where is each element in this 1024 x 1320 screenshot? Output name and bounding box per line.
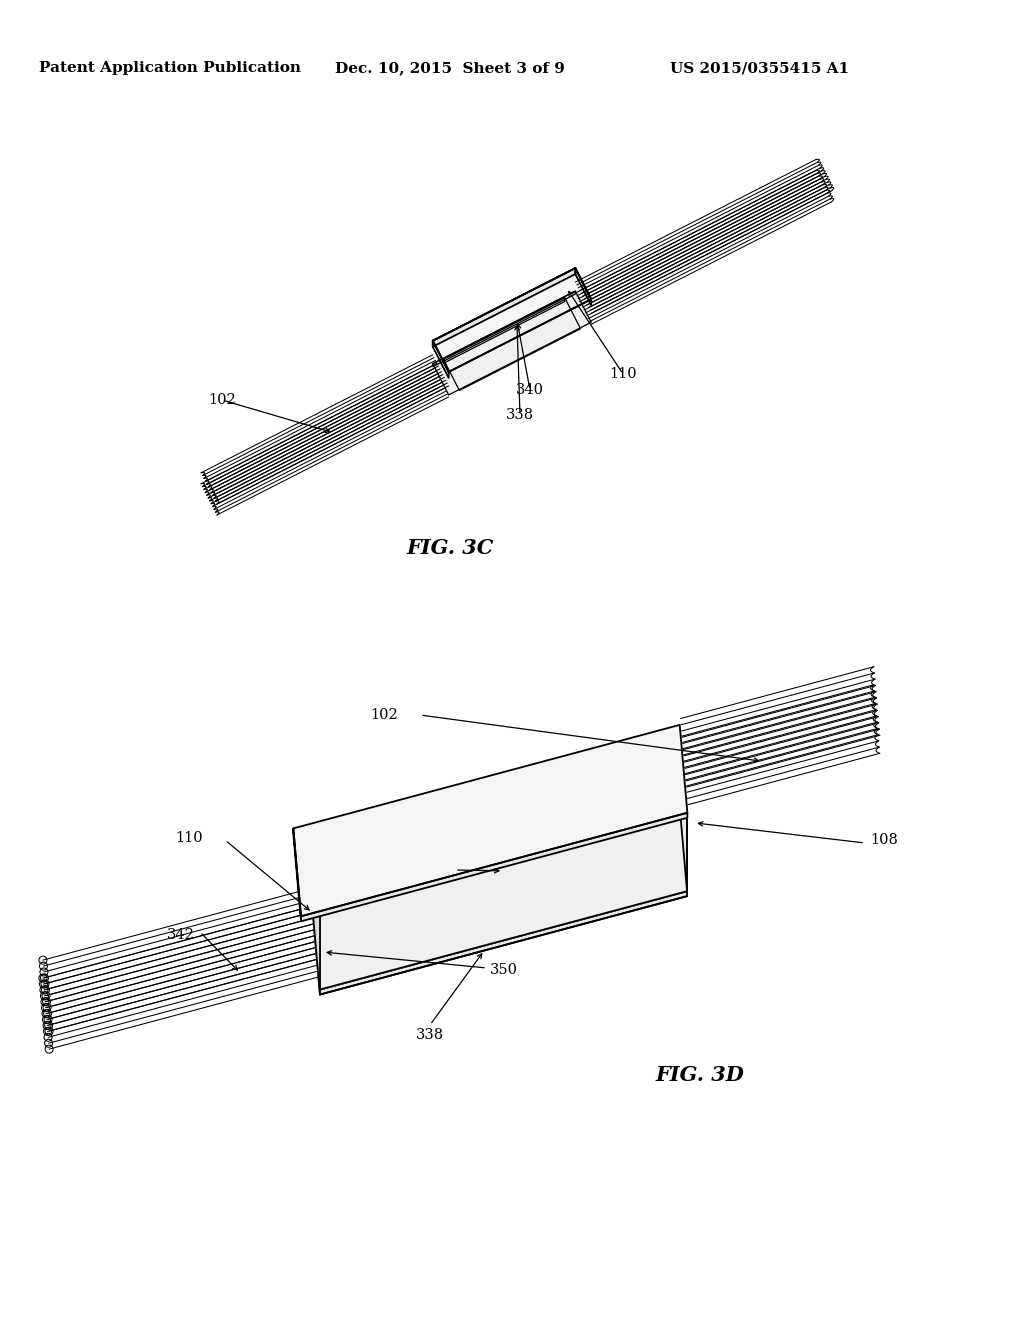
Polygon shape: [443, 297, 564, 363]
Polygon shape: [321, 891, 687, 994]
Text: 340: 340: [410, 863, 438, 876]
Text: 338: 338: [506, 408, 535, 422]
Polygon shape: [433, 268, 591, 372]
Polygon shape: [313, 735, 687, 915]
Polygon shape: [433, 292, 591, 395]
Text: Patent Application Publication: Patent Application Publication: [39, 61, 301, 75]
Text: FIG. 3D: FIG. 3D: [655, 1065, 744, 1085]
Text: 338: 338: [416, 1028, 444, 1041]
Text: Dec. 10, 2015  Sheet 3 of 9: Dec. 10, 2015 Sheet 3 of 9: [335, 61, 565, 75]
Polygon shape: [313, 834, 321, 990]
Text: 102: 102: [208, 393, 236, 407]
Polygon shape: [443, 297, 581, 391]
Text: 342: 342: [167, 928, 195, 942]
Text: 110: 110: [175, 832, 203, 845]
Text: 110: 110: [609, 367, 637, 381]
Text: 340: 340: [516, 383, 544, 397]
Text: FIG. 3C: FIG. 3C: [407, 539, 494, 558]
Polygon shape: [433, 268, 575, 347]
Text: 102: 102: [370, 708, 397, 722]
Polygon shape: [301, 813, 687, 921]
Polygon shape: [313, 834, 321, 994]
Text: US 2015/0355415 A1: US 2015/0355415 A1: [671, 61, 850, 75]
Polygon shape: [575, 268, 591, 305]
Polygon shape: [321, 816, 687, 990]
Text: 350: 350: [490, 964, 518, 977]
Text: 108: 108: [870, 833, 898, 847]
Polygon shape: [433, 292, 575, 367]
Polygon shape: [680, 735, 687, 891]
Polygon shape: [293, 725, 687, 916]
